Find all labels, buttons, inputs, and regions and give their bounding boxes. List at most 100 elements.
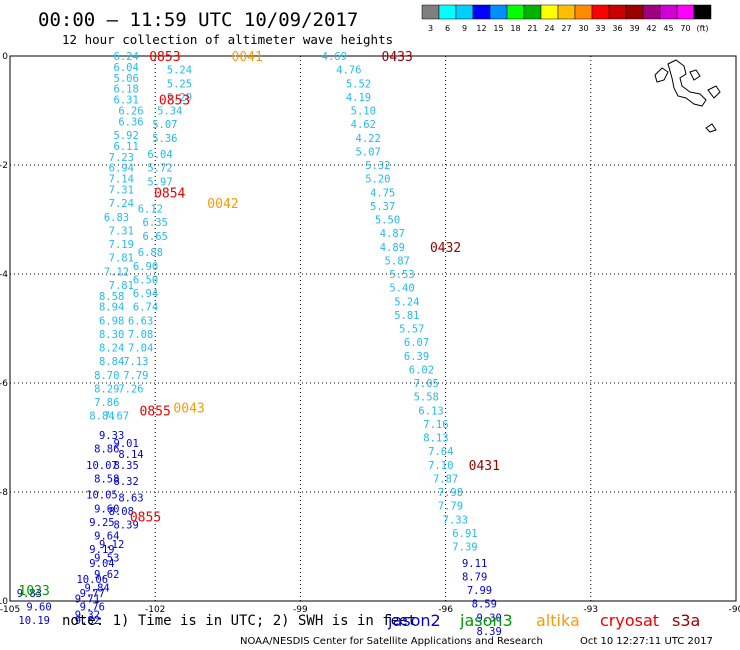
swh-value-label: 5.25 [167,78,192,90]
swh-value-label: 10.19 [18,615,50,627]
swh-value-label: 5.10 [351,106,376,118]
y-tick-label: -4 [0,270,8,280]
swh-value-label: 7.31 [109,225,134,237]
swh-value-label: 10.07 [86,460,118,472]
swh-value-label: 4.62 [351,119,376,131]
swh-value-label: 9.77 [80,588,105,600]
swh-value-label: 6.63 [128,315,153,327]
swh-value-label: 5.36 [152,133,177,145]
swh-value-label: 5.53 [389,269,414,281]
swh-value-label: 9.32 [75,610,100,622]
swh-value-label: 7.79 [438,501,463,513]
swh-value-label: 9.84 [84,582,109,594]
color-swatch [557,4,576,20]
swh-value-label: 7.79 [123,370,148,382]
color-scale-label: 12 [476,24,486,33]
color-scale-label: 9 [462,24,467,33]
swh-value-label: 9.33 [99,430,124,442]
time-label: 0855 [140,404,171,419]
footer-credit: NOAA/NESDIS Center for Satellite Applica… [240,636,543,647]
swh-value-label: 8.35 [114,460,139,472]
swh-value-label: 6.94 [109,163,134,175]
legend-s3a: s3a [672,611,700,630]
color-scale-label: 45 [663,24,673,33]
swh-value-label: 9.30 [477,612,502,624]
swh-value-label: 6.11 [114,141,139,153]
swh-value-label: 9.01 [114,438,139,450]
swh-value-label: 4.75 [370,187,395,199]
axis-ticks: -105 -102 -99 -96 -93 -90 0 -2 -4 -6 -8 -10 [0,52,740,615]
y-tick-label: -10 [0,597,8,607]
swh-value-label: 5.24 [167,65,192,77]
grid-lines [10,56,736,601]
swh-value-label: 4.69 [322,51,347,63]
swh-value-label: 8.08 [109,506,134,518]
swh-value-label: 6.13 [418,405,443,417]
swh-value-label: 5.81 [394,310,419,322]
swh-value-label: 5.40 [389,283,414,295]
swh-value-label: 6.39 [404,351,429,363]
color-swatch [642,4,661,20]
color-scale-label: 70 [680,24,690,33]
time-label: 0433 [382,50,413,65]
swh-value-label: 6.50 [133,274,158,286]
color-scale-label: 3 [428,24,433,33]
swh-value-label: 8.30 [99,329,124,341]
color-scale-label: 33 [595,24,605,33]
swh-value-label: 9.60 [94,503,119,515]
swh-value-label: 9.83 [17,588,42,600]
y-tick-label: -6 [0,379,8,389]
color-swatch [472,4,491,20]
x-tick-label: -102 [145,605,165,615]
color-swatch [574,4,593,20]
data-points: 6.246.045.066.186.316.266.365.926.117.23… [17,51,502,638]
x-tick-label: -90 [729,605,740,615]
legend-cryosat: cryosat [600,611,659,630]
swh-value-label: 9.76 [80,601,105,613]
swh-value-label: 10.05 [86,490,118,502]
swh-value-label: 8.13 [423,433,448,445]
swh-value-label: 8.24 [99,343,124,355]
color-scale-label: 24 [544,24,554,33]
swh-value-label: 7.87 [433,473,458,485]
swh-value-label: 7.26 [118,383,143,395]
swh-value-label: 5.72 [147,163,172,175]
swh-value-label: 7.81 [109,253,134,265]
x-tick-label: -96 [438,605,453,615]
swh-value-label: 7.08 [128,329,153,341]
swh-value-label: 6.90 [133,261,158,273]
swh-value-label: 6.91 [452,528,477,540]
swh-value-label: 8.29 [94,383,119,395]
color-swatch [659,4,678,20]
color-scale-label: 42 [646,24,656,33]
time-label: 0853 [149,50,180,65]
color-swatch [540,4,559,20]
color-scale-label: 15 [493,24,503,33]
swh-value-label: 7.19 [109,239,134,251]
swh-value-label: 9.12 [99,539,124,551]
swh-value-label: 9.64 [94,531,119,543]
chart-title: 00:00 – 11:59 UTC 10/09/2017 [38,9,358,31]
swh-value-label: 5.29 [167,92,192,104]
swh-value-label: 6.65 [143,231,168,243]
swh-value-label: 4.22 [356,133,381,145]
swh-value-label: 8.32 [114,476,139,488]
swh-value-label: 7.05 [414,378,439,390]
color-scale-label: 27 [561,24,571,33]
swh-value-label: 7.81 [109,280,134,292]
swh-value-label: 6.31 [114,95,139,107]
swh-value-label: 7.13 [123,356,148,368]
swh-value-label: 5.50 [375,215,400,227]
swh-value-label: 9.11 [462,558,487,570]
swh-value-label: 6.02 [409,364,434,376]
swh-value-label: 7.33 [443,514,468,526]
color-scale-label: 6 [445,24,450,33]
swh-value-label: 4.19 [346,92,371,104]
plot-frame [9,55,737,602]
satellite-legend: jason2 jason3 altika cryosat s3a [387,611,700,630]
swh-value-label: 5.06 [114,73,139,85]
swh-value-label: 7.10 [428,460,453,472]
color-swatch [676,4,695,20]
swh-value-label: 7.99 [467,585,492,597]
land-outline [654,59,721,133]
